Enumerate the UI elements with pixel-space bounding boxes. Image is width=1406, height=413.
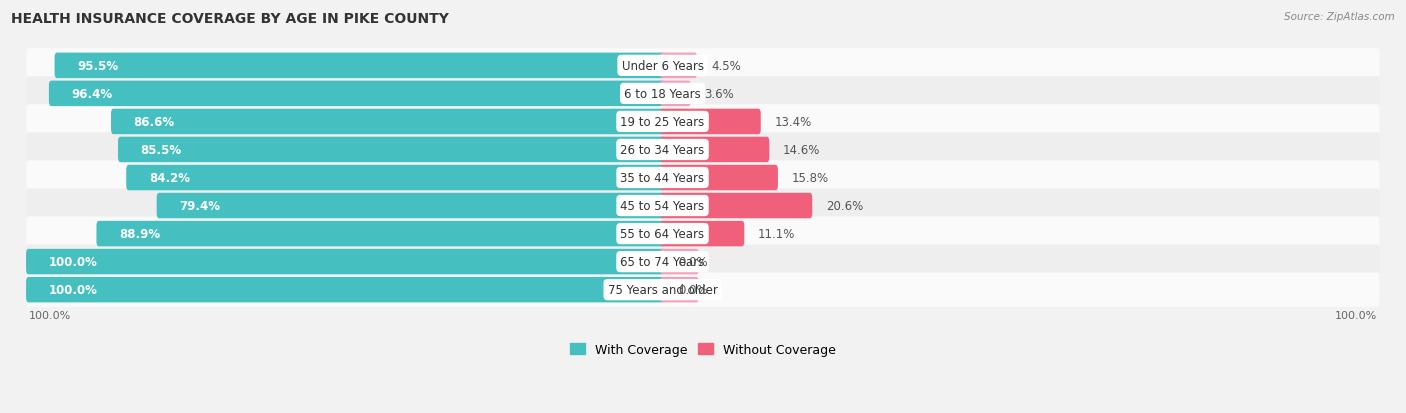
Text: 35 to 44 Years: 35 to 44 Years [620,171,704,185]
Text: HEALTH INSURANCE COVERAGE BY AGE IN PIKE COUNTY: HEALTH INSURANCE COVERAGE BY AGE IN PIKE… [11,12,449,26]
FancyBboxPatch shape [127,165,665,191]
FancyBboxPatch shape [27,277,665,303]
Text: 14.6%: 14.6% [783,144,821,157]
FancyBboxPatch shape [55,53,665,79]
FancyBboxPatch shape [659,165,778,191]
Text: 45 to 54 Years: 45 to 54 Years [620,199,704,213]
Text: 100.0%: 100.0% [49,283,97,297]
Text: 26 to 34 Years: 26 to 34 Years [620,144,704,157]
FancyBboxPatch shape [118,138,665,163]
FancyBboxPatch shape [27,249,665,275]
FancyBboxPatch shape [659,277,699,303]
FancyBboxPatch shape [27,161,1379,195]
FancyBboxPatch shape [111,109,665,135]
FancyBboxPatch shape [659,109,761,135]
FancyBboxPatch shape [659,249,699,275]
Text: 100.0%: 100.0% [28,310,70,320]
Text: 13.4%: 13.4% [775,116,811,128]
FancyBboxPatch shape [659,81,690,107]
Text: 79.4%: 79.4% [180,199,221,213]
FancyBboxPatch shape [27,189,1379,223]
FancyBboxPatch shape [659,138,769,163]
Text: 15.8%: 15.8% [792,171,828,185]
Text: 4.5%: 4.5% [711,60,741,73]
Text: 20.6%: 20.6% [825,199,863,213]
FancyBboxPatch shape [27,77,1379,111]
FancyBboxPatch shape [27,105,1379,139]
Text: 95.5%: 95.5% [77,60,118,73]
Text: 19 to 25 Years: 19 to 25 Years [620,116,704,128]
Text: 0.0%: 0.0% [679,256,709,268]
FancyBboxPatch shape [27,217,1379,251]
Text: 84.2%: 84.2% [149,171,190,185]
Text: 75 Years and older: 75 Years and older [607,283,717,297]
Text: 65 to 74 Years: 65 to 74 Years [620,256,704,268]
FancyBboxPatch shape [659,193,813,219]
FancyBboxPatch shape [49,81,665,107]
Legend: With Coverage, Without Coverage: With Coverage, Without Coverage [565,338,841,361]
FancyBboxPatch shape [27,49,1379,83]
FancyBboxPatch shape [27,273,1379,307]
Text: 6 to 18 Years: 6 to 18 Years [624,88,702,101]
Text: 11.1%: 11.1% [758,228,796,240]
Text: 100.0%: 100.0% [49,256,97,268]
Text: Source: ZipAtlas.com: Source: ZipAtlas.com [1284,12,1395,22]
Text: Under 6 Years: Under 6 Years [621,60,703,73]
Text: 86.6%: 86.6% [134,116,174,128]
Text: 88.9%: 88.9% [120,228,160,240]
FancyBboxPatch shape [156,193,665,219]
Text: 55 to 64 Years: 55 to 64 Years [620,228,704,240]
Text: 100.0%: 100.0% [1336,310,1378,320]
Text: 0.0%: 0.0% [679,283,709,297]
Text: 3.6%: 3.6% [704,88,734,101]
FancyBboxPatch shape [27,245,1379,279]
Text: 85.5%: 85.5% [141,144,181,157]
FancyBboxPatch shape [27,133,1379,167]
FancyBboxPatch shape [659,53,697,79]
FancyBboxPatch shape [659,221,744,247]
Text: 96.4%: 96.4% [72,88,112,101]
FancyBboxPatch shape [97,221,665,247]
